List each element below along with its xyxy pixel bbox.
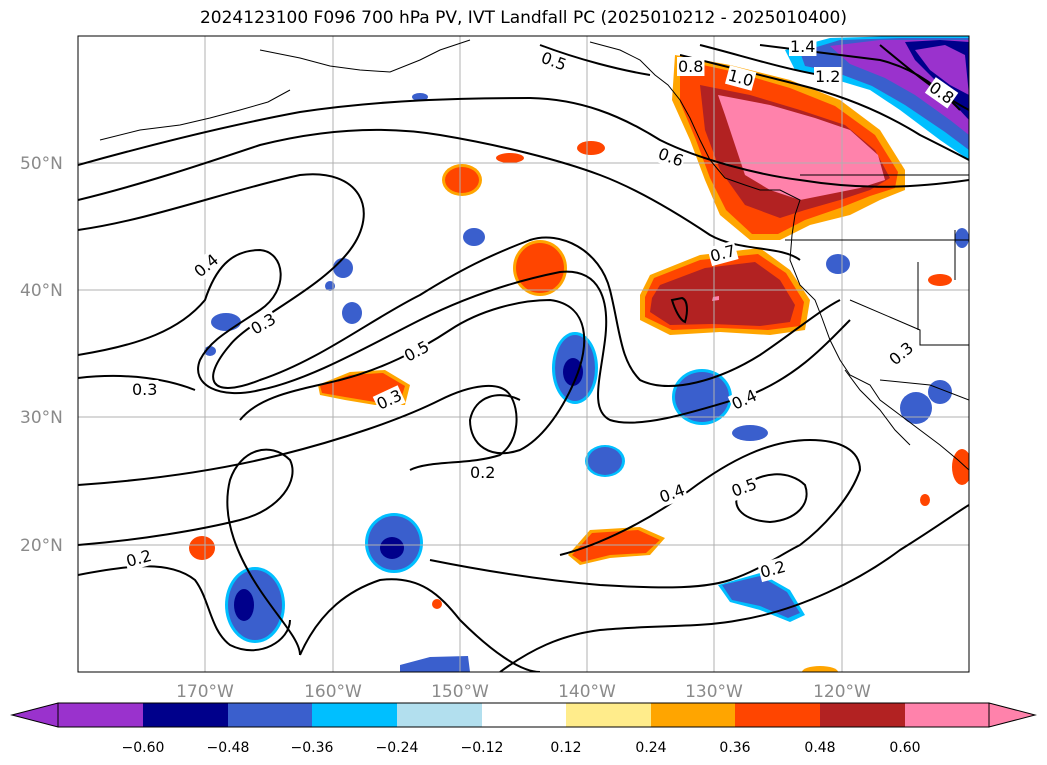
colorbar-tick-label: −0.60 <box>122 740 165 756</box>
colorbar-segment <box>312 703 397 727</box>
longitude-labels: 170°W 160°W 150°W 140°W 130°W 120°W <box>176 682 871 702</box>
colorbar-max-extend <box>988 702 1037 728</box>
colorbar-segment <box>228 703 312 727</box>
colorbar-tick-label: −0.12 <box>461 740 504 756</box>
lon-label: 170°W <box>176 682 234 702</box>
colorbar-tick-label: −0.48 <box>207 740 250 756</box>
colorbar-segment <box>397 703 482 727</box>
positive-anomaly-ne-pacific <box>640 248 810 335</box>
colorbar-segment <box>735 703 820 727</box>
map-frame <box>77 35 970 673</box>
colorbar-segment <box>651 703 735 727</box>
colorbar-segment <box>905 703 989 727</box>
map-title: 2024123100 F096 700 hPa PV, IVT Landfall… <box>199 8 847 28</box>
colorbar-tick-label: 0.48 <box>804 740 835 756</box>
lon-label: 160°W <box>304 682 362 702</box>
colorbar-segment <box>566 703 651 727</box>
lon-label: 120°W <box>813 682 871 702</box>
colorbar-tick-label: 0.36 <box>719 740 750 756</box>
colorbar-segment <box>58 703 143 727</box>
lon-label: 130°W <box>685 682 743 702</box>
colorbar-tick-label: 0.12 <box>550 740 581 756</box>
colorbar-tick-label: −0.24 <box>376 740 419 756</box>
colorbar-segment <box>482 703 566 727</box>
map-plot-area: 0.5 0.8 1.0 1.4 1.2 0.8 0.6 0.4 0.3 0.3 … <box>78 36 969 672</box>
colorbar-segment <box>820 703 905 727</box>
contour-labels: 0.5 0.8 1.0 1.4 1.2 0.8 0.6 0.4 0.3 0.3 … <box>123 37 959 583</box>
colorbar: −0.60 −0.48 −0.36 −0.24 −0.12 0.12 0.24 … <box>10 702 1037 756</box>
lat-label: 20°N <box>20 536 63 556</box>
lon-label: 150°W <box>431 682 489 702</box>
colorbar-tick-label: −0.36 <box>291 740 334 756</box>
latitude-labels: 50°N 40°N 30°N 20°N <box>20 154 63 556</box>
contour-label: 0.8 <box>678 57 703 76</box>
colorbar-segment <box>143 703 228 727</box>
lat-label: 40°N <box>20 281 63 301</box>
colorbar-tick-label: 0.60 <box>889 740 920 756</box>
coastlines <box>99 39 969 471</box>
contour-label: 0.2 <box>470 463 495 482</box>
lat-label: 50°N <box>20 154 63 174</box>
lat-label: 30°N <box>20 408 63 428</box>
colorbar-tick-label: 0.24 <box>635 740 666 756</box>
lon-label: 140°W <box>558 682 616 702</box>
contour-label: 1.4 <box>790 37 815 56</box>
colorbar-ticks: −0.60 −0.48 −0.36 −0.24 −0.12 0.12 0.24 … <box>122 740 921 756</box>
contour-label: 0.3 <box>132 380 157 399</box>
contour-label: 1.2 <box>815 67 840 86</box>
colorbar-min-extend <box>10 702 59 728</box>
